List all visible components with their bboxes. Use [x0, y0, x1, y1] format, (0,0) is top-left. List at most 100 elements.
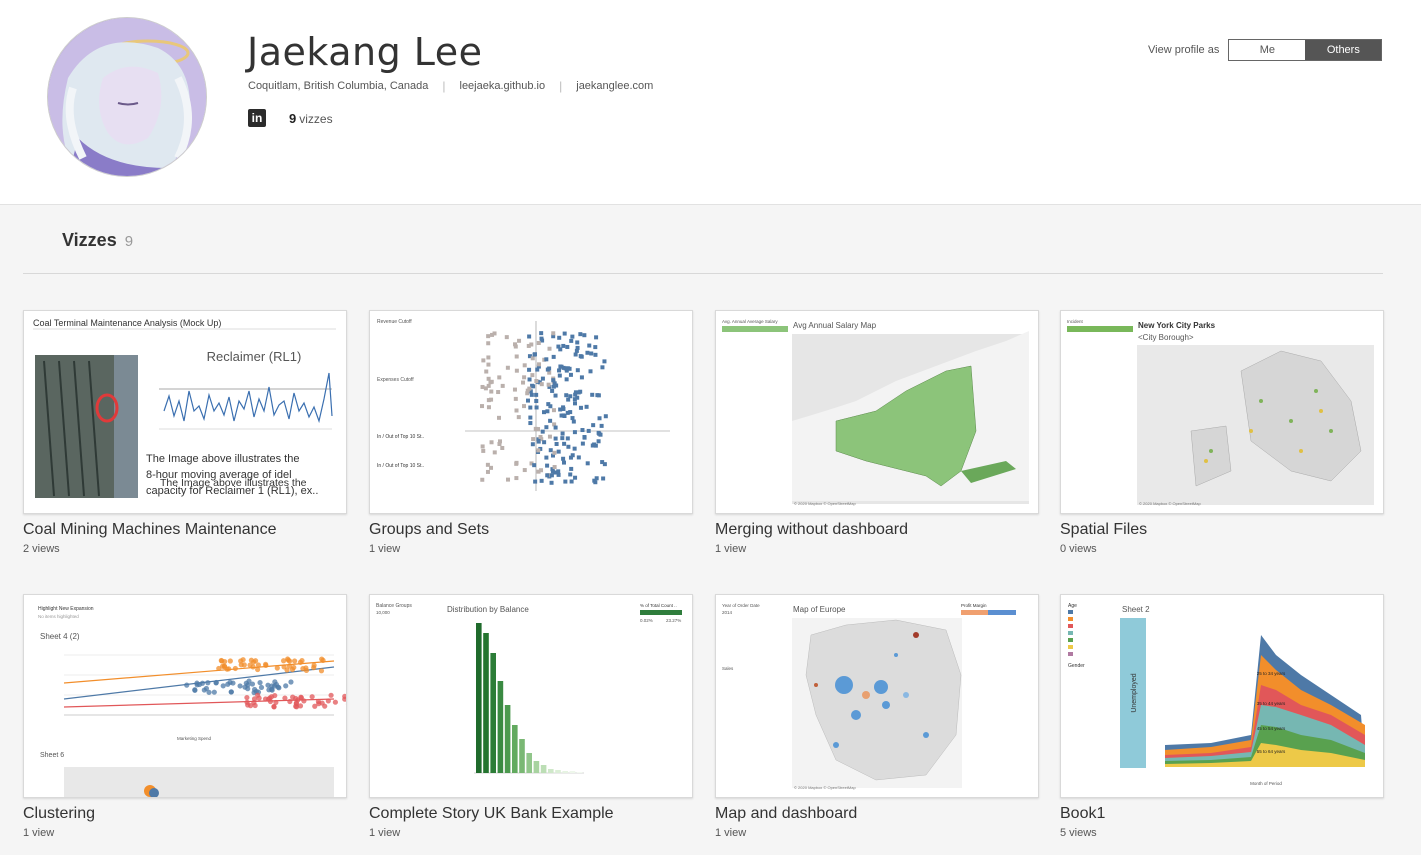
thumb-caption-1: The Image above illustrates the: [160, 477, 307, 489]
scatter-mark: [486, 398, 491, 403]
thumb-legend: Incident: [1067, 319, 1084, 324]
scatter-mark: [211, 689, 217, 695]
avatar: [47, 17, 207, 177]
scatter-mark: [570, 416, 575, 421]
thumb-legend: Profit Margin: [961, 603, 987, 608]
scatter-mark: [192, 687, 198, 693]
viz-thumbnail[interactable]: Age Gender Sheet 2 Unemployed 25 to 34 y…: [1060, 594, 1384, 798]
scatter-mark: [539, 437, 544, 442]
scatter-mark: [565, 410, 570, 415]
scatter-mark: [263, 662, 269, 669]
scatter-mark: [527, 367, 532, 372]
scatter-mark: [553, 425, 558, 430]
scatter-mark: [528, 421, 533, 426]
vizzes-count-label: vizzes: [299, 111, 333, 126]
scatter-mark: [594, 476, 599, 481]
thumb-sheet: Sheet 4 (2): [40, 632, 80, 641]
scatter-mark: [328, 692, 334, 698]
scatter-mark: [556, 469, 561, 474]
viz-card[interactable]: Year of Order Date 2014 Map of Europe Pr…: [715, 594, 1039, 839]
scatter-mark: [480, 404, 485, 409]
scatter-mark: [547, 370, 552, 375]
scatter-mark: [558, 347, 563, 352]
viz-thumbnail[interactable]: Revenue Cutoff Expenses Cutoff In / Out …: [369, 310, 693, 514]
viz-title[interactable]: Map and dashboard: [715, 805, 858, 822]
scatter-mark: [526, 398, 531, 403]
viz-thumbnail[interactable]: Incident New York City Parks <City Borou…: [1060, 310, 1384, 514]
scatter-mark: [534, 399, 539, 404]
view-as-others-button[interactable]: Others: [1305, 40, 1382, 60]
viz-title[interactable]: Spatial Files: [1060, 521, 1148, 538]
scatter-mark: [602, 462, 607, 467]
scatter-mark: [556, 449, 561, 454]
viz-card[interactable]: Avg. Annual Average Salary Avg Annual Sa…: [715, 310, 1039, 555]
thumb-legend: % of Total Count ..: [640, 603, 677, 608]
viz-card[interactable]: Age Gender Sheet 2 Unemployed 25 to 34 y…: [1060, 594, 1384, 839]
scatter-mark: [591, 423, 596, 428]
website-link-1[interactable]: leejaeka.github.io: [459, 80, 546, 92]
scatter-mark: [575, 340, 580, 345]
scatter-mark: [514, 368, 519, 373]
scatter-mark: [551, 384, 556, 389]
scatter-mark: [569, 479, 574, 484]
scatter-mark: [536, 341, 541, 346]
scatter-mark: [271, 683, 278, 689]
scatter-mark: [588, 369, 593, 374]
scatter-mark: [582, 333, 587, 338]
scatter-mark: [546, 382, 551, 387]
scatter-mark: [492, 331, 497, 336]
scatter-mark: [248, 657, 254, 663]
scatter-mark: [486, 355, 491, 360]
viz-title[interactable]: Coal Mining Machines Maintenance: [23, 521, 277, 538]
scatter-mark: [516, 415, 521, 420]
viz-card[interactable]: Balance Groups 10,000 Distribution by Ba…: [369, 594, 693, 839]
scatter-mark: [563, 479, 568, 484]
viz-thumbnail[interactable]: Year of Order Date 2014 Map of Europe Pr…: [715, 594, 1039, 798]
scatter-mark: [536, 439, 541, 444]
scatter-mark: [553, 470, 558, 475]
viz-title[interactable]: Book1: [1060, 805, 1106, 822]
scatter-mark: [513, 344, 518, 349]
thumb-sub: No items highlighted: [38, 614, 79, 619]
scatter-mark: [566, 397, 571, 402]
viz-title[interactable]: Merging without dashboard: [715, 521, 909, 538]
scatter-mark: [268, 694, 275, 700]
viz-thumbnail[interactable]: Highlight New Expansion No items highlig…: [23, 594, 347, 798]
view-as-me-button[interactable]: Me: [1229, 40, 1306, 60]
scatter-mark: [227, 658, 233, 664]
thumb-legend-title: Age: [1068, 603, 1077, 609]
scatter-mark: [525, 391, 530, 396]
scatter-mark: [489, 397, 494, 402]
scatter-mark: [573, 392, 578, 397]
profile-meta: Coquitlam, British Columbia, Canada | le…: [248, 79, 653, 93]
scatter-mark: [575, 345, 580, 350]
scatter-mark: [548, 404, 553, 409]
viz-thumbnail[interactable]: Avg. Annual Average Salary Avg Annual Sa…: [715, 310, 1039, 514]
scatter-mark: [568, 472, 573, 477]
viz-thumbnail[interactable]: Balance Groups 10,000 Distribution by Ba…: [369, 594, 693, 798]
thumb-caption: The Image above illustrates the 8-hour m…: [146, 451, 342, 499]
scatter-mark: [216, 665, 222, 672]
scatter-mark: [504, 335, 509, 340]
thumb-sheet: Sheet 6: [40, 752, 64, 759]
scatter-mark: [513, 342, 518, 347]
viz-thumbnail[interactable]: Coal Terminal Maintenance Analysis (Mock…: [23, 310, 347, 514]
website-link-2[interactable]: jaekanglee.com: [576, 80, 654, 92]
scatter-mark: [533, 479, 538, 484]
scatter-mark: [553, 436, 558, 441]
viz-card[interactable]: Highlight New Expansion No items highlig…: [23, 594, 347, 839]
linkedin-icon[interactable]: in: [248, 109, 266, 127]
viz-title[interactable]: Clustering: [23, 805, 96, 822]
scatter-mark: [547, 346, 552, 351]
viz-card[interactable]: Coal Terminal Maintenance Analysis (Mock…: [23, 310, 347, 555]
scatter-mark: [206, 689, 212, 695]
viz-card[interactable]: Revenue Cutoff Expenses Cutoff In / Out …: [369, 310, 693, 555]
viz-title[interactable]: Groups and Sets: [369, 521, 490, 538]
scatter-mark: [578, 405, 583, 410]
viz-card[interactable]: Incident New York City Parks <City Borou…: [1060, 310, 1384, 555]
viz-title[interactable]: Complete Story UK Bank Example: [369, 805, 614, 822]
scatter-mark: [238, 662, 244, 668]
scatter-mark: [226, 666, 232, 672]
scatter-mark: [545, 409, 550, 414]
scatter-mark: [298, 694, 304, 700]
